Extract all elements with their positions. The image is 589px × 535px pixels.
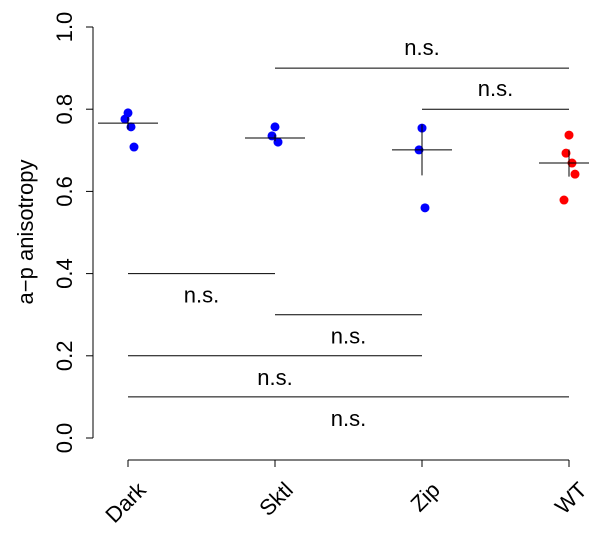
y-tick-label: 1.0 bbox=[52, 12, 77, 43]
data-point bbox=[564, 130, 574, 140]
comparison-label: n.s. bbox=[331, 324, 366, 349]
x-tick-label: Sktl bbox=[254, 477, 298, 521]
y-axis-title: a−p anisotropy bbox=[13, 160, 38, 305]
data-point bbox=[120, 114, 130, 124]
y-tick-label: 0.0 bbox=[52, 423, 77, 454]
comparison-label: n.s. bbox=[257, 365, 292, 390]
data-point bbox=[559, 195, 569, 205]
comparison-label: n.s. bbox=[331, 406, 366, 431]
data-point bbox=[126, 122, 136, 132]
y-tick-label: 0.4 bbox=[52, 258, 77, 289]
data-point bbox=[129, 142, 139, 152]
comparison-label: n.s. bbox=[478, 76, 513, 101]
comparison-label: n.s. bbox=[184, 283, 219, 308]
data-point bbox=[420, 203, 430, 213]
y-tick-label: 0.2 bbox=[52, 341, 77, 372]
comparison-label: n.s. bbox=[404, 35, 439, 60]
data-point bbox=[270, 122, 280, 132]
x-tick-label: Zip bbox=[406, 477, 445, 516]
data-point bbox=[273, 137, 283, 147]
data-point bbox=[570, 169, 580, 179]
y-tick-label: 0.6 bbox=[52, 176, 77, 207]
data-point bbox=[561, 148, 571, 158]
x-tick-label: Dark bbox=[100, 476, 151, 527]
x-tick-label: WT bbox=[550, 477, 589, 519]
y-tick-label: 0.8 bbox=[52, 94, 77, 125]
